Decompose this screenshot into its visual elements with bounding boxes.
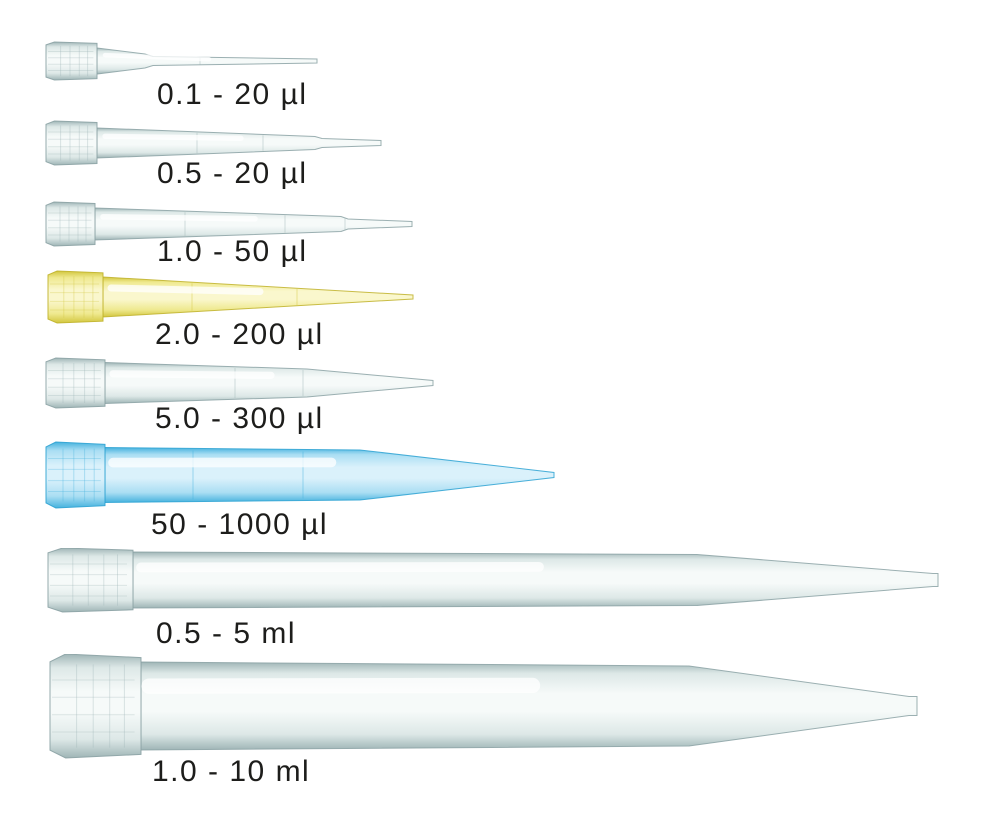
tip-collar (45, 41, 98, 81)
tip-body-cone (140, 661, 918, 751)
highlight-streak (102, 133, 244, 141)
pipette-tip-image-2 (45, 120, 382, 166)
collar-ribs (48, 448, 101, 502)
tip-collar (45, 201, 96, 247)
tip-size-label: 1.0 - 10 ml (152, 755, 311, 788)
tip-size-label: 0.5 - 20 µl (157, 157, 308, 190)
highlight-streak (141, 677, 541, 694)
pipette-tip-image-5 (45, 357, 434, 409)
tip-body-cone (96, 127, 382, 159)
highlight-streak (136, 561, 544, 573)
pipette-tip-image-4 (47, 270, 414, 324)
tip-collar (45, 357, 106, 409)
tip-size-label: 0.1 - 20 µl (157, 78, 308, 111)
tip-collar (47, 548, 134, 613)
tip-collar (47, 270, 104, 324)
highlight-streak (100, 214, 258, 222)
collar-ribs (48, 125, 94, 161)
collar-ribs (50, 554, 127, 606)
collar-ribs (48, 363, 101, 403)
tip-body-cone (132, 551, 939, 609)
tip-size-label: 50 - 1000 µl (151, 508, 329, 541)
pipette-tip-image-7 (47, 548, 939, 613)
tip-size-label: 1.0 - 50 µl (157, 235, 308, 268)
tip-size-label: 5.0 - 300 µl (155, 402, 324, 435)
tip-body-cone (102, 276, 414, 318)
collar-ribs (48, 206, 92, 242)
tip-size-label: 2.0 - 200 µl (155, 318, 324, 351)
highlight-streak (102, 52, 212, 62)
highlight-streak (109, 370, 275, 379)
collar-ribs (52, 664, 135, 748)
tip-body-cone (104, 446, 555, 504)
pipette-tip-image-1 (45, 41, 318, 81)
collar-ribs (50, 276, 100, 318)
pipette-tip-image-3 (45, 201, 413, 247)
highlight-streak (107, 284, 264, 296)
tip-size-label: 0.5 - 5 ml (156, 617, 297, 650)
tip-body-cone (104, 361, 434, 405)
collar-ribs (48, 45, 94, 77)
tip-collar (45, 120, 98, 166)
pipette-tip-image-6 (45, 441, 555, 509)
tip-collar (49, 654, 142, 759)
tip-collar (45, 441, 106, 509)
pipette-tip-image-8 (49, 654, 918, 759)
